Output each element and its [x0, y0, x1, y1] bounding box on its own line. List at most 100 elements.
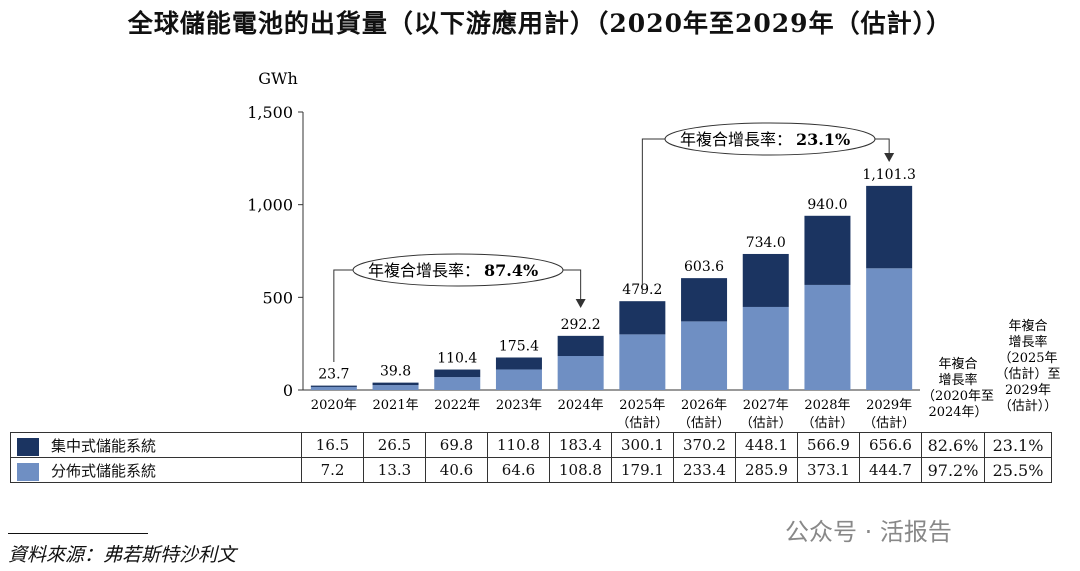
table-cell: 373.1 [797, 457, 860, 483]
total-label: 940.0 [807, 197, 847, 213]
bar-segment-upper [310, 385, 357, 387]
table-cell: 13.3 [363, 457, 426, 483]
table-cell: 40.6 [425, 457, 488, 483]
total-label: 110.4 [437, 351, 477, 367]
bar-segment-upper [434, 369, 481, 378]
bar-segment-lower [804, 284, 851, 390]
x-tick-label: 2021年 [373, 398, 419, 413]
y-tick-label: 1,000 [247, 196, 293, 215]
series-label: 分佈式儲能系統 [10, 457, 302, 483]
total-label: 23.7 [318, 367, 349, 383]
table-cell: 448.1 [735, 432, 798, 458]
x-tick-label: 2024年 [558, 398, 604, 413]
bar-segment-lower [681, 321, 728, 390]
bar-segment-lower [310, 386, 357, 390]
legend-text: 分佈式儲能系統 [51, 461, 157, 480]
source-divider [8, 533, 148, 534]
x-tick-label: 2029年 [866, 398, 912, 413]
total-label: 175.4 [499, 338, 539, 354]
total-label: 734.0 [746, 235, 786, 251]
table-cell: 183.4 [549, 432, 612, 458]
table-cell: 108.8 [549, 457, 612, 483]
table-row: 集中式儲能系統 16.5 26.5 69.8 110.8 183.4 300.1 370.2 4… [10, 432, 1052, 458]
bar-segment-lower [866, 268, 913, 390]
x-tick-label: 2026年 [681, 398, 727, 413]
table-cell: 444.7 [859, 457, 922, 483]
stacked-bar-chart: GWh 0 500 1,000 1,500 23.7 2020年 39.8 2021年 110.4… [247, 69, 1060, 430]
cagr-header: 年複合 [938, 356, 977, 372]
cagr-annotation-label: 年複合增長率： [680, 130, 792, 149]
table-cell: 656.6 [859, 432, 922, 458]
cagr-header: 2024年） [928, 405, 987, 420]
x-tick-label: 2027年 [743, 398, 789, 413]
x-tick-label: （估計） [863, 415, 915, 430]
bar-segment-lower [742, 306, 789, 390]
y-tick-label: 500 [262, 288, 293, 307]
total-label: 39.8 [380, 364, 411, 380]
bar-segment-upper [619, 301, 666, 335]
bar-segment-lower [619, 334, 666, 390]
bar-segment-lower [495, 369, 542, 390]
table-cell: 370.2 [673, 432, 736, 458]
y-tick-label: 1,500 [247, 103, 293, 122]
x-tick-label: 2020年 [311, 398, 357, 413]
bar-segment-upper [557, 335, 604, 357]
bar-segment-lower [434, 377, 481, 390]
table-cell: 16.5 [301, 432, 364, 458]
cagr-cell: 25.5% [984, 457, 1052, 483]
watermark: 公众号 · 活报告 [785, 518, 952, 546]
cagr-header: （2025年 [998, 351, 1057, 366]
table-cell: 300.1 [611, 432, 674, 458]
cagr-cell: 23.1% [984, 432, 1052, 458]
annotation-connector [563, 269, 582, 300]
annotation-connector [875, 138, 890, 154]
bar-segment-upper [372, 382, 419, 386]
legend-text: 集中式儲能系統 [51, 436, 157, 455]
series-label: 集中式儲能系統 [10, 432, 302, 458]
x-tick-label: （估計） [678, 415, 730, 430]
x-tick-label: 2028年 [804, 398, 850, 413]
x-tick-label: （估計） [740, 415, 792, 430]
table-cell: 285.9 [735, 457, 798, 483]
legend-swatch [17, 462, 39, 481]
table-cell: 566.9 [797, 432, 860, 458]
x-tick-label: 2025年 [619, 398, 665, 413]
annotation-connector [641, 138, 665, 292]
bar-segment-upper [742, 253, 789, 307]
total-label: 1,101.3 [862, 167, 915, 183]
bar-segment-lower [372, 385, 419, 390]
y-tick-label: 0 [283, 381, 293, 400]
table-cell: 179.1 [611, 457, 674, 483]
cagr-header: （估計）至 [995, 366, 1060, 382]
bar-segment-upper [495, 357, 542, 370]
cagr-cell: 82.6% [921, 432, 985, 458]
y-axis-label: GWh [258, 69, 298, 88]
cagr-header: （2020年至 [922, 389, 994, 404]
table-row: 分佈式儲能系統 7.2 13.3 40.6 64.6 108.8 179.1 233.4 285… [10, 457, 1052, 483]
x-tick-label: 2023年 [496, 398, 542, 413]
table-cell: 69.8 [425, 432, 488, 458]
annotation-connector [333, 269, 353, 362]
bar-segment-upper [681, 278, 728, 322]
table-cell: 26.5 [363, 432, 426, 458]
cagr-annotation-label: 年複合增長率： [368, 261, 480, 280]
table-cell: 7.2 [301, 457, 364, 483]
table-cell: 110.8 [487, 432, 550, 458]
cagr-header: （估計）） [999, 398, 1058, 414]
bar-segment-upper [866, 185, 913, 269]
cagr-header: 增長率 [1008, 334, 1047, 350]
bar-segment-lower [557, 356, 604, 390]
table-cell: 64.6 [487, 457, 550, 483]
bar-segment-upper [804, 215, 851, 285]
data-table: 集中式儲能系統 16.5 26.5 69.8 110.8 183.4 300.1 370.2 4… [10, 432, 1052, 483]
table-cell: 233.4 [673, 457, 736, 483]
x-tick-label: 2022年 [434, 398, 480, 413]
cagr-header: 增長率 [938, 372, 977, 388]
arrow-icon [575, 299, 586, 308]
total-label: 603.6 [684, 259, 724, 275]
chart-title: 全球儲能電池的出貨量（以下游應用計）（2020年至2029年（估計）） [127, 9, 953, 38]
x-tick-label: （估計） [801, 415, 853, 430]
arrow-icon [884, 153, 895, 162]
cagr-cell: 97.2% [921, 457, 985, 483]
cagr-annotation-value: 23.1% [796, 130, 850, 149]
